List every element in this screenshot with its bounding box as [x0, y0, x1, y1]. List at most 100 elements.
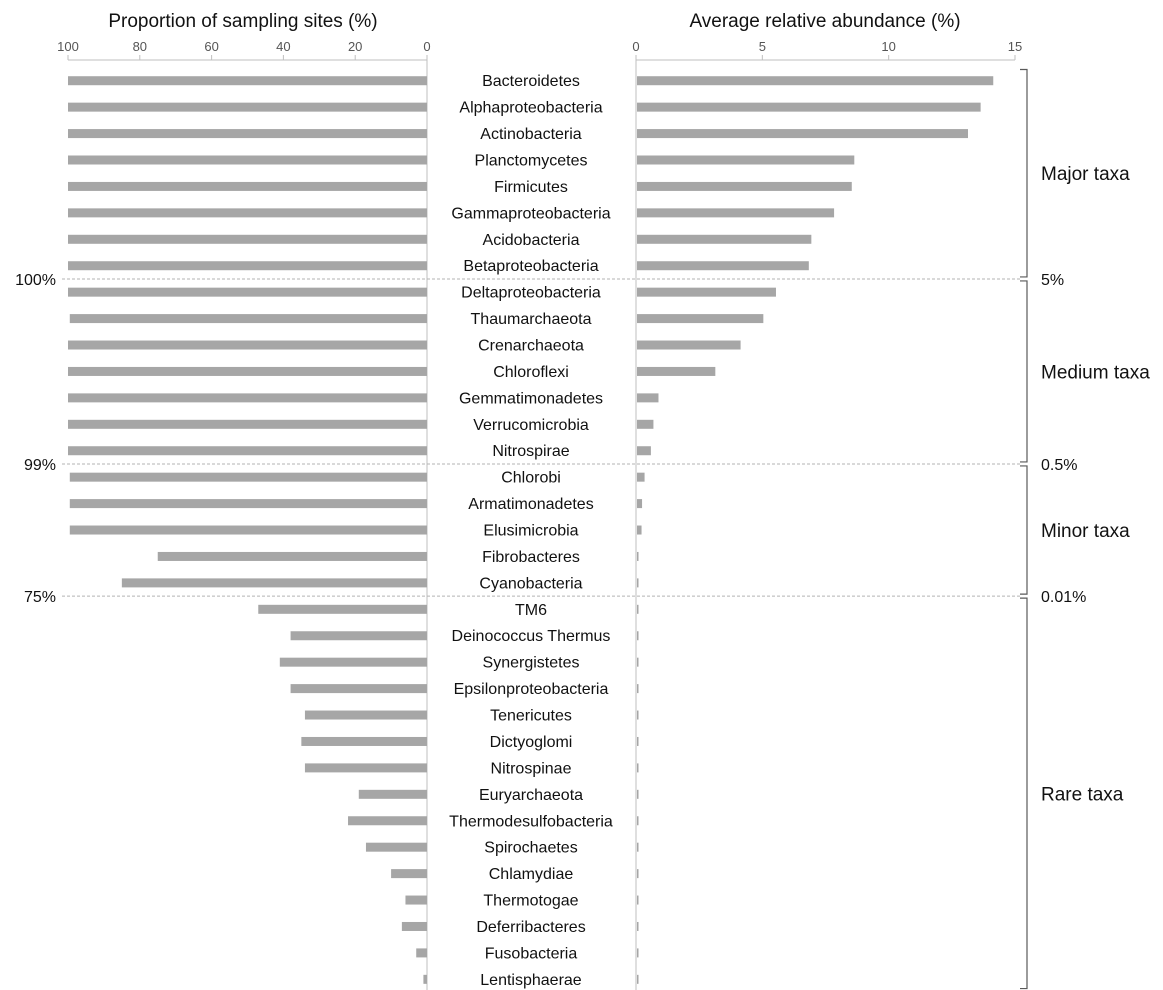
- category-label: Gemmatimonadetes: [459, 390, 603, 407]
- right-bar: [637, 472, 645, 482]
- left-bar: [68, 129, 427, 139]
- right-tick-label: 0: [632, 39, 639, 54]
- threshold-label-left: 99%: [24, 457, 56, 474]
- left-bar: [68, 287, 427, 297]
- right-bar: [637, 551, 639, 561]
- left-tick-label: 0: [423, 39, 430, 54]
- category-label: Acidobacteria: [483, 232, 580, 249]
- left-bar: [290, 684, 427, 694]
- right-bar: [637, 366, 716, 376]
- left-bar: [68, 208, 427, 218]
- category-label: Fibrobacteres: [482, 549, 580, 566]
- category-label: Armatimonadetes: [468, 496, 593, 513]
- category-label: Synergistetes: [483, 655, 580, 672]
- left-bar: [68, 234, 427, 244]
- left-bar: [69, 314, 428, 324]
- left-bar: [365, 842, 427, 852]
- right-bar: [637, 710, 639, 720]
- category-label: Bacteroidetes: [482, 73, 580, 90]
- left-bar: [68, 366, 427, 376]
- category-label: Chlorobi: [501, 470, 561, 487]
- right-bar: [637, 208, 835, 218]
- category-label: Spirochaetes: [484, 840, 577, 857]
- left-bar: [69, 499, 428, 509]
- right-bar: [637, 76, 994, 86]
- category-label: Verrucomicrobia: [473, 417, 589, 434]
- left-bar: [68, 181, 427, 191]
- threshold-label-left: 100%: [15, 272, 56, 289]
- left-bar: [68, 155, 427, 165]
- left-bar: [68, 102, 427, 112]
- threshold-label-right: 5%: [1041, 272, 1064, 289]
- category-label: TM6: [515, 602, 547, 619]
- right-bar: [637, 525, 642, 535]
- category-label: Dictyoglomi: [490, 734, 573, 751]
- right-bar: [637, 842, 639, 852]
- left-bar: [301, 736, 427, 746]
- right-bar: [637, 789, 639, 799]
- right-chart-title: Average relative abundance (%): [689, 11, 960, 32]
- left-bar: [258, 604, 427, 614]
- right-bar: [637, 129, 968, 139]
- category-label: Deinococcus Thermus: [452, 628, 611, 645]
- left-bar: [121, 578, 427, 588]
- right-bar: [637, 446, 651, 456]
- left-bar: [290, 631, 427, 641]
- right-bar: [637, 604, 639, 614]
- left-tick-label: 20: [348, 39, 362, 54]
- right-bar: [637, 340, 741, 350]
- category-label: Tenericutes: [490, 708, 572, 725]
- category-label: Actinobacteria: [480, 126, 581, 143]
- group-bracket: [1020, 68, 1028, 278]
- right-bar: [637, 499, 643, 509]
- left-bar: [304, 710, 427, 720]
- right-bar: [637, 261, 809, 271]
- category-label: Deltaproteobacteria: [461, 285, 601, 302]
- right-bar: [637, 234, 812, 244]
- right-bar: [637, 921, 639, 931]
- left-bar: [405, 895, 427, 905]
- right-bar: [637, 155, 855, 165]
- left-bar: [68, 393, 427, 403]
- category-label: Euryarchaeota: [479, 787, 583, 804]
- right-tick-label: 5: [759, 39, 766, 54]
- right-bar: [637, 684, 639, 694]
- right-bar: [637, 974, 639, 984]
- left-bar: [69, 525, 428, 535]
- group-bracket: [1020, 280, 1028, 463]
- right-tick-label: 15: [1008, 39, 1022, 54]
- category-label: Planctomycetes: [475, 153, 588, 170]
- left-bar: [68, 446, 427, 456]
- category-label: Betaproteobacteria: [463, 258, 598, 275]
- left-bar: [416, 948, 427, 958]
- category-label: Chlamydiae: [489, 866, 574, 883]
- left-bar: [68, 76, 427, 86]
- right-bar: [637, 736, 639, 746]
- left-bar: [68, 340, 427, 350]
- left-bar: [423, 974, 427, 984]
- left-bar: [348, 816, 427, 826]
- group-bracket: [1020, 465, 1028, 595]
- left-chart-title: Proportion of sampling sites (%): [108, 11, 377, 32]
- threshold-label-right: 0.01%: [1041, 589, 1086, 606]
- category-label: Lentisphaerae: [480, 972, 582, 989]
- left-bar: [304, 763, 427, 773]
- right-bar: [637, 287, 776, 297]
- left-bar: [68, 419, 427, 429]
- category-label: Epsilonproteobacteria: [454, 681, 609, 698]
- group-label: Major taxa: [1041, 164, 1130, 185]
- right-bar: [637, 895, 639, 905]
- group-bracket: [1020, 597, 1028, 990]
- left-tick-label: 80: [133, 39, 147, 54]
- left-bar: [69, 472, 428, 482]
- category-label: Nitrospinae: [491, 760, 572, 777]
- group-label: Minor taxa: [1041, 521, 1130, 542]
- left-bar: [68, 261, 427, 271]
- category-label: Chloroflexi: [493, 364, 569, 381]
- category-label: Fusobacteria: [485, 945, 578, 962]
- right-tick-label: 10: [881, 39, 895, 54]
- threshold-label-right: 0.5%: [1041, 457, 1077, 474]
- right-bar: [637, 763, 639, 773]
- category-label: Alphaproteobacteria: [459, 100, 602, 117]
